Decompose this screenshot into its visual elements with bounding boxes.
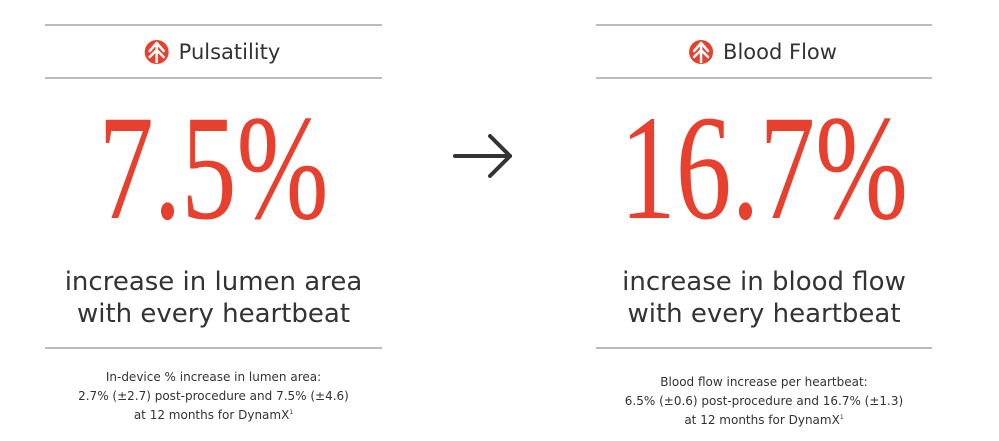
footnote: In-device % increase in lumen area: (106, 370, 321, 384)
footnote-text: at 12 months for DynamX (684, 413, 840, 427)
panel-title: Pulsatility (179, 40, 281, 64)
description: with every heartbeat (77, 299, 350, 329)
footnote-ref: 1 (289, 409, 293, 416)
footnote: 2.7% (±2.7) post-procedure and 7.5% (±4.… (78, 389, 349, 403)
panel: Pulsatility 7.5% increase in lumen areawit… (45, 24, 382, 422)
footnote: at 12 months for DynamX1 (684, 413, 844, 427)
stat: 16.7% (620, 85, 908, 251)
footnote: 6.5% (±0.6) post-procedure and 16.7% (±1… (625, 394, 903, 408)
description: increase in blood flow (622, 267, 906, 297)
footnote-ref: 1 (840, 414, 844, 421)
arrow (453, 134, 512, 178)
footnote-text: at 12 months for DynamX (134, 408, 290, 422)
panel-title: Blood Flow (723, 40, 837, 64)
footnote: at 12 months for DynamX1 (134, 408, 294, 422)
description: increase in lumen area (65, 267, 363, 297)
icon (144, 40, 169, 64)
icon (689, 40, 714, 64)
stat: 7.5% (99, 85, 329, 251)
description: with every heartbeat (627, 299, 900, 329)
panel: Blood Flow 16.7% increase in blood flowwit… (596, 24, 932, 427)
footnote: Blood flow increase per heartbeat: (660, 375, 867, 389)
